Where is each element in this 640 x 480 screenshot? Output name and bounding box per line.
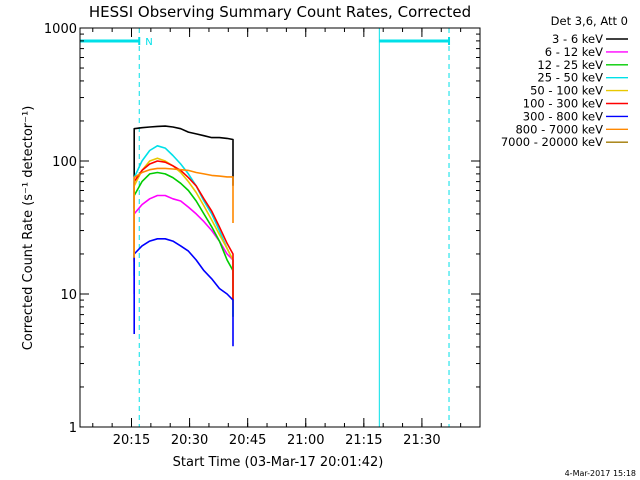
x-tick-label: 21:30 bbox=[403, 433, 440, 448]
x-tick-label: 20:15 bbox=[113, 433, 150, 448]
series-line bbox=[133, 160, 234, 301]
legend-entry-label: 50 - 100 keV bbox=[530, 84, 603, 98]
x-tick-label: 21:15 bbox=[345, 433, 382, 448]
chart-title: HESSI Observing Summary Count Rates, Cor… bbox=[89, 3, 471, 21]
legend-entry-label: 300 - 800 keV bbox=[523, 109, 603, 123]
y-axis-label: Corrected Count Rate (s⁻¹ detector⁻¹) bbox=[21, 106, 36, 351]
series-line bbox=[133, 171, 234, 317]
y-tick-label: 10 bbox=[60, 288, 77, 303]
attenuator-flag-label: N bbox=[145, 37, 152, 48]
x-tick-label: 20:30 bbox=[171, 433, 208, 448]
legend-entry-label: 12 - 25 keV bbox=[537, 58, 603, 72]
series-line bbox=[133, 238, 234, 347]
x-axis-ticks: 20:15 20:30 20:45 21:00 21:15 21:30 bbox=[92, 28, 481, 448]
series-line bbox=[133, 125, 234, 209]
legend-header: Det 3,6, Att 0 bbox=[551, 14, 628, 28]
series-line bbox=[133, 145, 234, 307]
plot-frame bbox=[79, 27, 481, 428]
x-axis-label: Start Time (03-Mar-17 20:01:42) bbox=[173, 455, 384, 470]
date-stamp: 4-Mar-2017 15:18 bbox=[565, 469, 636, 478]
legend-entry-label: 100 - 300 keV bbox=[523, 97, 603, 111]
series-line bbox=[133, 167, 234, 258]
series-line bbox=[133, 194, 234, 307]
y-tick-label: 100 bbox=[52, 155, 77, 170]
y-tick-label: 1 bbox=[69, 421, 77, 436]
legend-entry-label: 800 - 7000 keV bbox=[515, 122, 603, 136]
series-line bbox=[133, 157, 234, 307]
y-tick-label: 1000 bbox=[44, 22, 77, 37]
y-axis-ticks: 1 10 100 1000 bbox=[44, 22, 480, 436]
legend-entry-label: 3 - 6 keV bbox=[552, 32, 603, 46]
legend-entry-label: 7000 - 20000 keV bbox=[501, 135, 603, 149]
x-tick-label: 20:45 bbox=[229, 433, 266, 448]
x-tick-label: 21:00 bbox=[287, 433, 324, 448]
legend-entry-label: 6 - 12 keV bbox=[545, 45, 603, 59]
legend-entry-label: 25 - 50 keV bbox=[537, 71, 603, 85]
chart-marks: N bbox=[79, 28, 451, 427]
